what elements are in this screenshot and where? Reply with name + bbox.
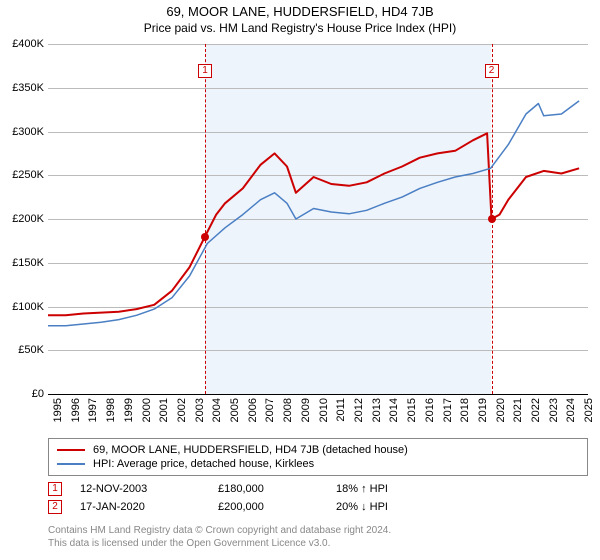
transaction-price: £180,000 [218,483,318,495]
x-axis-label: 2007 [264,398,276,422]
x-axis-label: 1996 [70,398,82,422]
transaction-number: 2 [48,500,62,514]
y-axis-label: £350K [2,82,44,94]
table-row: 1 12-NOV-2003 £180,000 18% ↑ HPI [48,480,588,498]
x-axis-label: 2016 [424,398,436,422]
x-axis-label: 1997 [87,398,99,422]
legend-label: HPI: Average price, detached house, Kirk… [93,458,314,470]
page-subtitle: Price paid vs. HM Land Registry's House … [0,19,600,39]
legend-item: HPI: Average price, detached house, Kirk… [57,457,579,471]
x-axis-label: 2000 [141,398,153,422]
y-axis-label: £200K [2,213,44,225]
x-axis-label: 2021 [512,398,524,422]
x-axis-label: 2020 [495,398,507,422]
x-axis-label: 2025 [583,398,595,422]
transaction-number: 1 [48,482,62,496]
transaction-delta: 18% ↑ HPI [336,483,388,495]
transaction-date: 12-NOV-2003 [80,483,200,495]
x-axis-label: 2004 [211,398,223,422]
legend-label: 69, MOOR LANE, HUDDERSFIELD, HD4 7JB (de… [93,444,408,456]
legend-item: 69, MOOR LANE, HUDDERSFIELD, HD4 7JB (de… [57,443,579,457]
y-axis-label: £100K [2,301,44,313]
x-axis-label: 2010 [318,398,330,422]
footnote: Contains HM Land Registry data © Crown c… [48,524,588,550]
transaction-table: 1 12-NOV-2003 £180,000 18% ↑ HPI 2 17-JAN-202… [48,480,588,516]
x-axis-label: 2017 [442,398,454,422]
price-chart: £0£50K£100K£150K£200K£250K£300K£350K£400… [48,44,588,394]
x-axis-label: 2015 [406,398,418,422]
x-axis-label: 2005 [229,398,241,422]
series-line [48,133,579,315]
table-row: 2 17-JAN-2020 £200,000 20% ↓ HPI [48,498,588,516]
transaction-date: 17-JAN-2020 [80,501,200,513]
x-axis-label: 1999 [123,398,135,422]
footnote-line: This data is licensed under the Open Gov… [48,537,588,550]
x-axis-label: 2003 [194,398,206,422]
x-axis-label: 2009 [300,398,312,422]
x-axis-label: 2018 [459,398,471,422]
x-axis-label: 2006 [247,398,259,422]
x-axis-label: 2023 [548,398,560,422]
x-axis-label: 2019 [477,398,489,422]
x-axis-label: 2011 [335,398,347,422]
gridline [48,394,588,395]
x-axis-label: 2008 [282,398,294,422]
x-axis-label: 2012 [353,398,365,422]
y-axis-label: £0 [2,388,44,400]
x-axis-label: 2002 [176,398,188,422]
y-axis-label: £50K [2,344,44,356]
legend-swatch [57,463,85,465]
y-axis-label: £300K [2,126,44,138]
transaction-price: £200,000 [218,501,318,513]
x-axis-label: 2024 [565,398,577,422]
legend-swatch [57,449,85,451]
footnote-line: Contains HM Land Registry data © Crown c… [48,524,588,537]
chart-lines [48,44,588,394]
x-axis-label: 1995 [52,398,64,422]
x-axis-label: 2001 [158,398,170,422]
y-axis-label: £400K [2,38,44,50]
y-axis-label: £150K [2,257,44,269]
x-axis-label: 2014 [388,398,400,422]
transaction-delta: 20% ↓ HPI [336,501,388,513]
x-axis-label: 1998 [105,398,117,422]
page-title: 69, MOOR LANE, HUDDERSFIELD, HD4 7JB [0,0,600,19]
chart-legend: 69, MOOR LANE, HUDDERSFIELD, HD4 7JB (de… [48,438,588,476]
x-axis-label: 2022 [530,398,542,422]
y-axis-label: £250K [2,169,44,181]
x-axis-label: 2013 [371,398,383,422]
